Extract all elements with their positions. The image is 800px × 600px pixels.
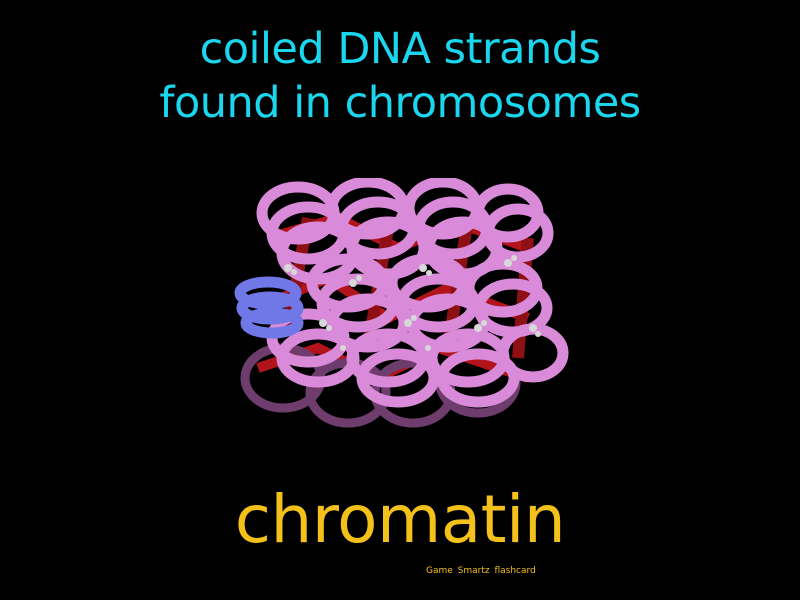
pink-coils: [256, 178, 569, 408]
brand-label: Game Smartz flashcard: [426, 566, 536, 576]
definition-text: coiled DNA strands found in chromosomes: [0, 22, 800, 130]
term-text: chromatin: [234, 481, 566, 558]
chromatin-illustration: [234, 178, 569, 428]
definition-line-1: coiled DNA strands: [199, 24, 601, 74]
histone-cores: [284, 255, 541, 351]
definition-line-2: found in chromosomes: [159, 78, 641, 128]
blue-coils: [234, 276, 304, 339]
